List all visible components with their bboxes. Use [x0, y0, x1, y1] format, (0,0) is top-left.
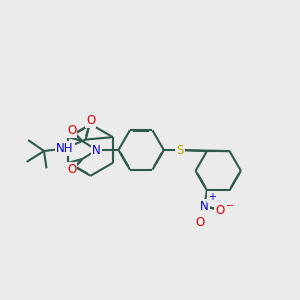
- Text: NH: NH: [56, 142, 74, 155]
- Text: N: N: [200, 200, 209, 213]
- Text: S: S: [176, 143, 183, 157]
- Text: O: O: [67, 124, 76, 137]
- Text: O: O: [196, 216, 205, 229]
- Text: O: O: [216, 204, 225, 217]
- Text: N: N: [92, 143, 101, 157]
- Text: −: −: [226, 201, 234, 211]
- Text: +: +: [208, 192, 216, 203]
- Text: O: O: [67, 163, 76, 176]
- Text: O: O: [86, 114, 95, 127]
